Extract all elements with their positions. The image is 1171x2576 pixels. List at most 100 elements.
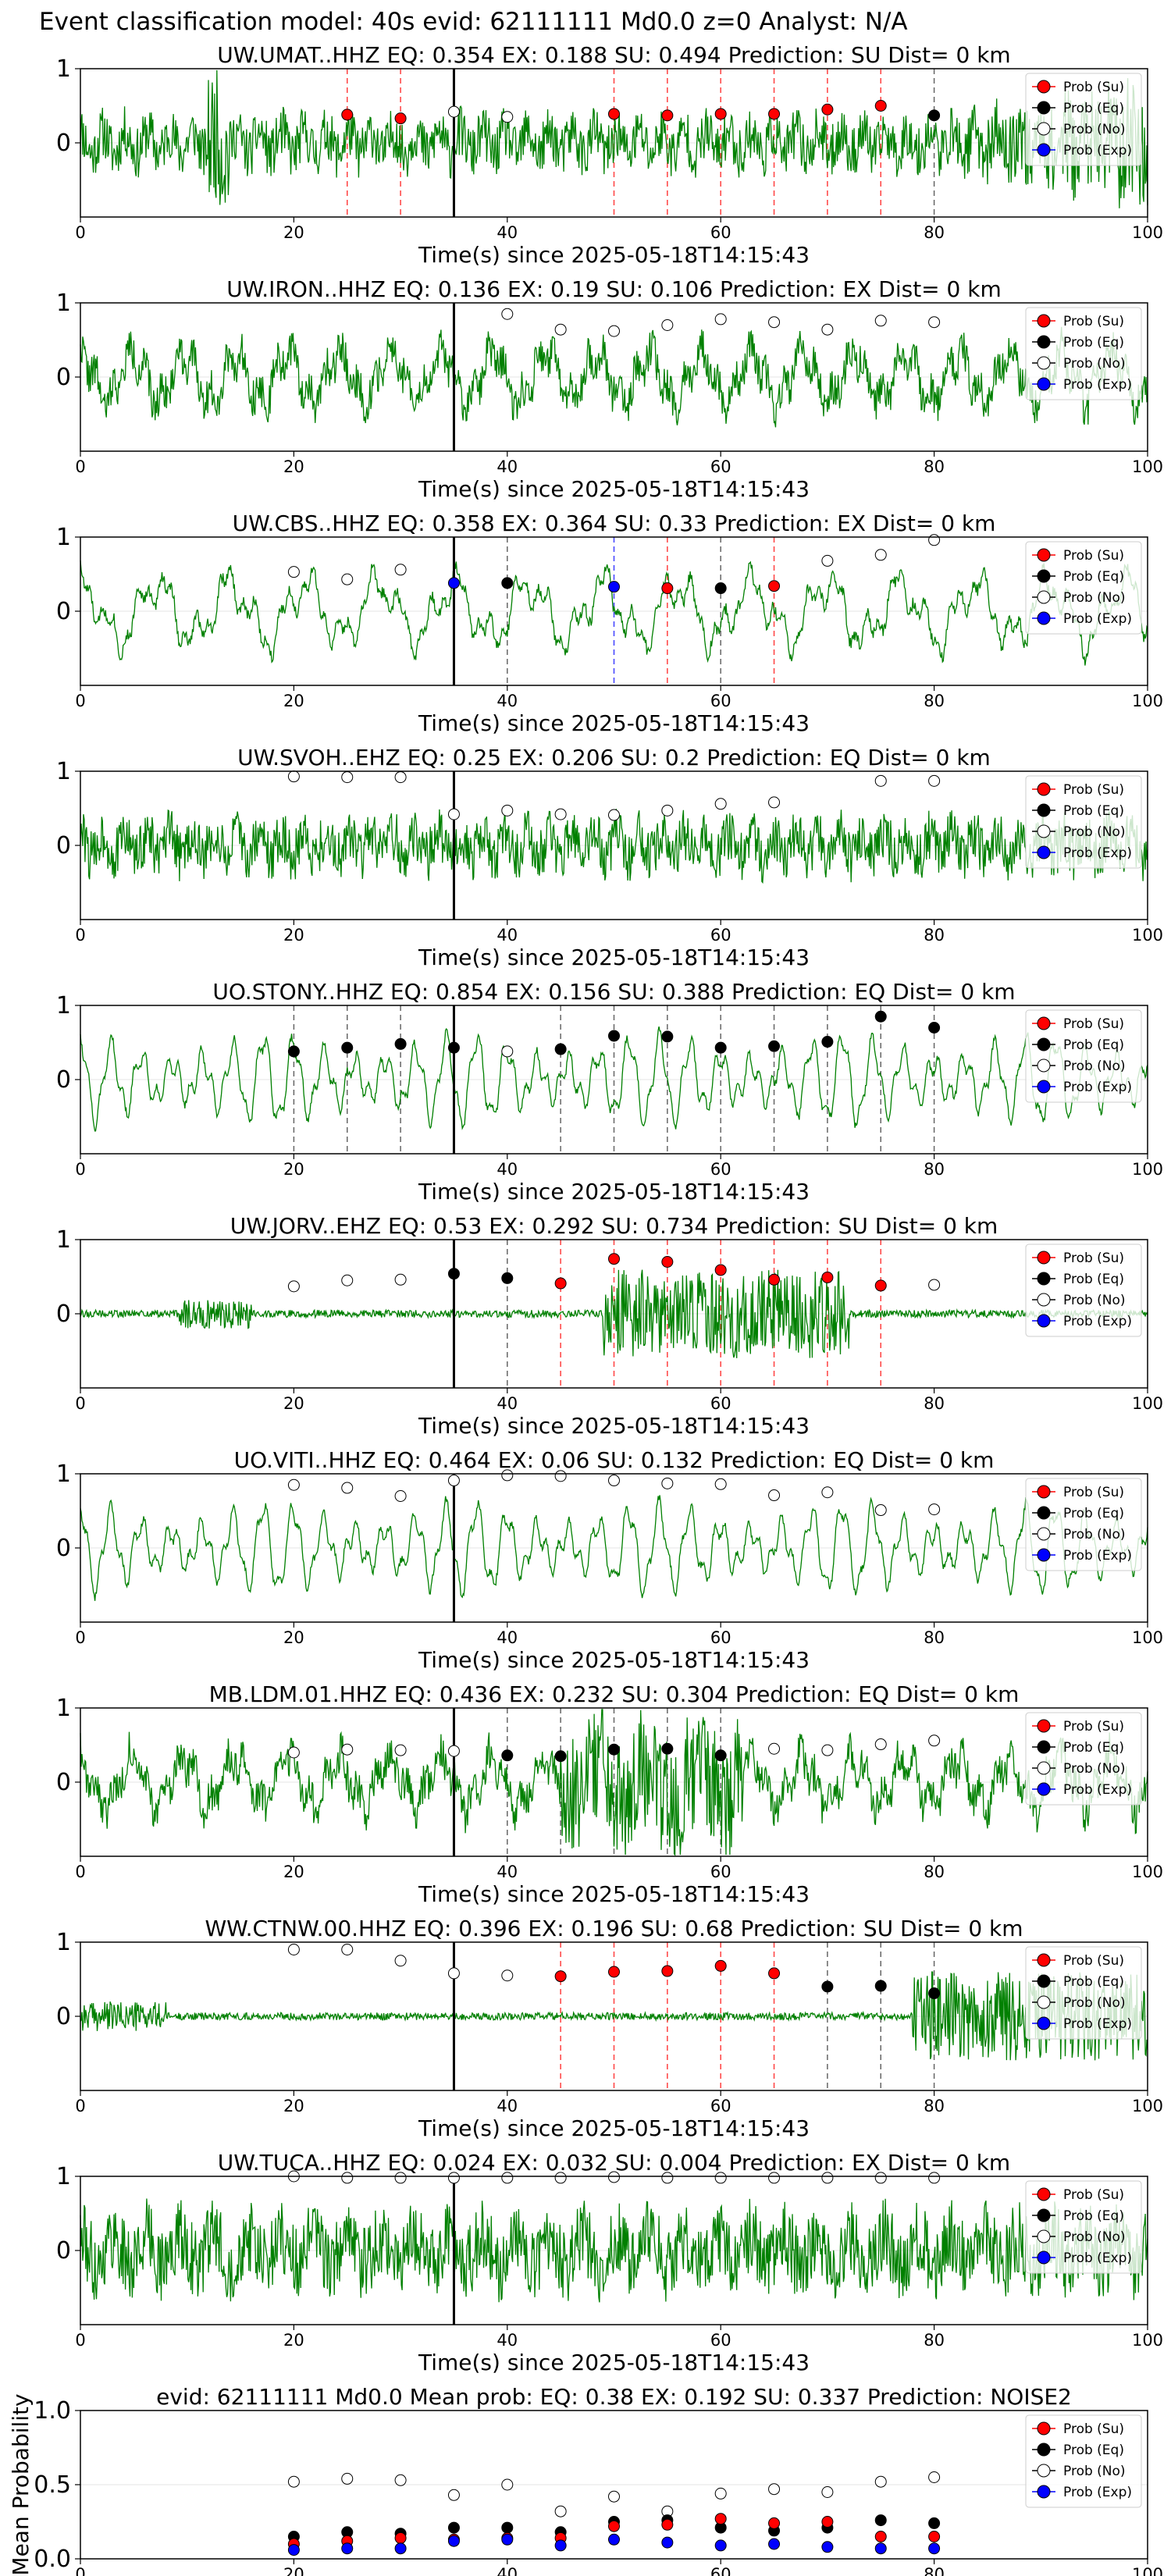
- x-tick-label: 80: [924, 2097, 945, 2115]
- probability-marker-no: [501, 1045, 514, 1058]
- probability-marker-eq: [341, 1041, 354, 1054]
- probability-marker-no: [928, 1503, 941, 1516]
- x-tick-label: 0: [75, 223, 85, 242]
- probability-marker-eq: [501, 1749, 514, 1762]
- legend-marker-exp: [1037, 845, 1051, 859]
- legend-label-exp: Prob (Exp): [1063, 1314, 1132, 1329]
- x-tick-label: 60: [710, 2565, 731, 2576]
- probability-marker-eq: [714, 1041, 727, 1054]
- probability-marker-no: [447, 2172, 460, 2184]
- legend-marker-exp: [1037, 1548, 1051, 1562]
- legend-label-no: Prob (No): [1063, 2464, 1126, 2479]
- mean-prob-point-su: [821, 2516, 834, 2528]
- mean-prob-point-exp: [501, 2533, 514, 2546]
- legend-label-su: Prob (Su): [1063, 80, 1124, 95]
- mean-prob-point-su: [608, 2520, 620, 2532]
- waveform-trace: [80, 326, 1148, 428]
- legend-marker-exp: [1037, 2485, 1051, 2499]
- legend-label-exp: Prob (Exp): [1063, 1548, 1132, 1564]
- probability-marker-no: [447, 1745, 460, 1757]
- mean-prob-point-no: [447, 2489, 460, 2501]
- probability-marker-no: [554, 1470, 567, 1482]
- legend-box: [1025, 1244, 1142, 1337]
- legend-label-exp: Prob (Exp): [1063, 845, 1132, 861]
- probability-marker-su: [768, 108, 781, 120]
- legend-marker-no: [1037, 1527, 1051, 1541]
- legend-label-su: Prob (Su): [1063, 2421, 1124, 2437]
- x-tick-label: 100: [1132, 2331, 1163, 2350]
- probability-marker-no: [501, 111, 514, 123]
- mean-prob-point-eq: [928, 2517, 941, 2529]
- x-tick-label: 100: [1132, 2565, 1163, 2576]
- waveform-trace: [80, 560, 1148, 666]
- legend-box: [1025, 1009, 1142, 1103]
- panel-title: UW.JORV..EHZ EQ: 0.53 EX: 0.292 SU: 0.73…: [230, 1213, 998, 1239]
- legend-label-eq: Prob (Eq): [1063, 1037, 1124, 1053]
- y-tick-label: 1: [56, 1929, 71, 1956]
- x-tick-label: 80: [924, 926, 945, 945]
- mean-prob-point-no: [874, 2475, 887, 2488]
- probability-marker-no: [714, 2172, 727, 2184]
- probability-marker-su: [768, 1273, 781, 1286]
- x-tick-label: 60: [710, 2331, 731, 2350]
- probability-marker-eq: [287, 1045, 300, 1058]
- probability-marker-no: [501, 804, 514, 817]
- x-tick-label: 0: [75, 2331, 85, 2350]
- legend-label-eq: Prob (Eq): [1063, 335, 1124, 350]
- legend-label-exp: Prob (Exp): [1063, 2016, 1132, 2032]
- y-axis-label: Mean Probability: [8, 2393, 34, 2575]
- probability-marker-no: [608, 1475, 620, 1487]
- probability-marker-no: [501, 1469, 514, 1482]
- mean-prob-point-eq: [447, 2521, 460, 2534]
- mean-prob-point-no: [928, 2471, 941, 2483]
- legend-label-eq: Prob (Eq): [1063, 1506, 1124, 1521]
- x-tick-label: 0: [75, 2565, 85, 2576]
- probability-marker-su: [661, 1965, 674, 1977]
- x-tick-label: 40: [497, 2565, 518, 2576]
- legend-marker-su: [1037, 1251, 1051, 1265]
- y-tick-label: 1: [56, 758, 71, 785]
- legend-marker-exp: [1037, 2016, 1051, 2030]
- x-tick-label: 60: [710, 1863, 731, 1881]
- panel-3: UW.SVOH..EHZ EQ: 0.25 EX: 0.206 SU: 0.2 …: [56, 745, 1163, 970]
- mean-prob-point-exp: [714, 2539, 727, 2552]
- legend-label-exp: Prob (Exp): [1063, 611, 1132, 627]
- x-axis-label: Time(s) since 2025-05-18T14:15:43: [418, 2115, 810, 2141]
- legend-marker-su: [1037, 1485, 1051, 1499]
- probability-marker-no: [341, 2172, 354, 2184]
- probability-marker-no: [608, 325, 620, 337]
- probability-marker-no: [501, 308, 514, 320]
- legend-marker-su: [1037, 548, 1051, 562]
- probability-marker-eq: [501, 577, 514, 589]
- legend-label-su: Prob (Su): [1063, 1485, 1124, 1500]
- probability-marker-no: [714, 313, 727, 326]
- mean-prob-point-exp: [341, 2542, 354, 2555]
- probability-marker-eq: [608, 1743, 620, 1756]
- mean-prob-point-su: [874, 2531, 887, 2542]
- probability-marker-no: [287, 1746, 300, 1759]
- y-tick-label: 0: [56, 1066, 71, 1094]
- probability-marker-su: [874, 1279, 887, 1292]
- mean-prob-point-su: [928, 2531, 941, 2542]
- panel-title: UO.VITI..HHZ EQ: 0.464 EX: 0.06 SU: 0.13…: [234, 1447, 995, 1473]
- waveform-trace: [80, 2198, 1148, 2303]
- legend-label-no: Prob (No): [1063, 590, 1126, 606]
- mean-prob-point-exp: [661, 2536, 674, 2549]
- x-axis-label: Time(s) since 2025-05-18T14:15:43: [418, 1881, 810, 1907]
- legend-box: [1025, 73, 1142, 166]
- mean-prob-point-su: [394, 2532, 407, 2544]
- y-tick-label: 1: [56, 992, 71, 1019]
- y-tick-label: 0: [56, 2003, 71, 2030]
- y-tick-label: 0: [56, 1535, 71, 1562]
- probability-marker-eq: [928, 109, 941, 122]
- panel-title: UW.IRON..HHZ EQ: 0.136 EX: 0.19 SU: 0.10…: [226, 276, 1001, 302]
- legend-marker-exp: [1037, 2250, 1051, 2265]
- probability-marker-no: [928, 1279, 941, 1291]
- probability-marker-no: [928, 2172, 941, 2184]
- x-tick-label: 60: [710, 457, 731, 476]
- x-tick-label: 0: [75, 1160, 85, 1179]
- panel-10: evid: 62111111 Md0.0 Mean prob: EQ: 0.38…: [8, 2384, 1163, 2576]
- x-axis-label: Time(s) since 2025-05-18T14:15:43: [418, 242, 810, 268]
- legend-label-no: Prob (No): [1063, 2229, 1126, 2245]
